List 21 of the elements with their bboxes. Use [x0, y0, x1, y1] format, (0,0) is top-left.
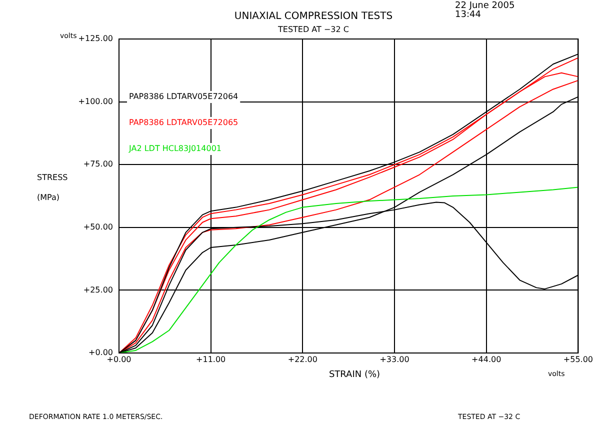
text: PAP8386 LDTARV05E72064 [129, 92, 238, 102]
text: 22 June 2005 [455, 1, 515, 11]
y-tick-label: +0.00 [88, 348, 113, 358]
y-tick-label: +50.00 [83, 222, 113, 232]
x-axis-title: STRAIN (%) [328, 370, 380, 380]
x-tick-label: +33.00 [380, 354, 410, 364]
x-tick-label: +55.00 [563, 354, 593, 364]
text: PAP8386 LDTARV05E72065 [129, 118, 238, 128]
y-tick-label: +125.00 [78, 34, 113, 44]
x-tick-label: +22.00 [288, 354, 318, 364]
chart-title: UNIAXIAL COMPRESSION TESTS [234, 11, 393, 22]
chart-subtitle: TESTED AT −32 C [278, 25, 349, 34]
text: 13:44 [455, 10, 481, 20]
text: JA2 LDT HCL83J014001 [128, 144, 222, 154]
x-tick-label: +11.00 [196, 354, 226, 364]
text: STRESS (MPa) [37, 173, 68, 202]
y-tick-label: +25.00 [83, 285, 113, 294]
x-tick-label: +0.00 [106, 354, 132, 364]
y-tick-label: +100.00 [78, 96, 113, 106]
x-tick-label: +44.00 [472, 354, 502, 364]
y-tick-label: +75.00 [83, 160, 113, 169]
